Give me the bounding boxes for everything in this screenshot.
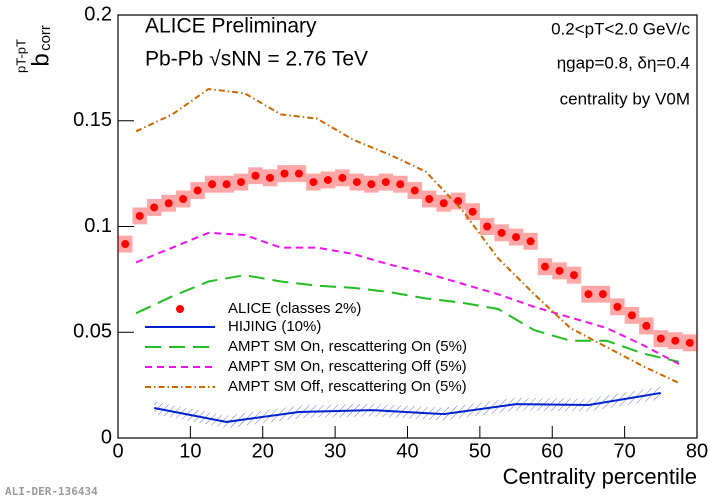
data-point	[439, 199, 448, 208]
legend-label: AMPT SM On, rescattering Off (5%)	[228, 358, 467, 375]
data-point	[396, 180, 405, 189]
legend-label: HIJING (10%)	[228, 318, 321, 335]
x-axis-label: Centrality percentile	[503, 464, 697, 489]
legend-label: AMPT SM On, rescattering On (5%)	[228, 338, 467, 355]
series-line	[135, 87, 680, 384]
x-tick-label: 0	[112, 440, 123, 462]
data-point	[164, 199, 173, 208]
data-point	[251, 171, 260, 180]
data-point	[280, 169, 289, 178]
data-point	[135, 211, 144, 220]
data-point	[526, 237, 535, 246]
data-point	[338, 173, 347, 182]
data-point	[294, 169, 303, 178]
data-point	[541, 262, 550, 271]
x-tick-label: 30	[324, 440, 346, 462]
data-point	[642, 321, 651, 330]
data-point	[497, 228, 506, 237]
data-point	[323, 175, 332, 184]
data-point	[179, 195, 188, 204]
data-point	[483, 222, 492, 231]
data-point	[150, 203, 159, 212]
data-point	[613, 302, 622, 311]
data-point	[584, 290, 593, 299]
x-tick-label: 40	[396, 440, 418, 462]
annotation: ALICE Preliminary	[145, 15, 317, 38]
data-point	[671, 336, 680, 345]
data-point	[627, 311, 636, 320]
y-label-sup: pT-pT	[13, 39, 28, 73]
data-point	[555, 266, 564, 275]
y-axis-label: b corr pT-pT	[13, 25, 54, 73]
data-point	[598, 290, 607, 299]
y-tick-label: 0	[101, 426, 112, 448]
data-point	[656, 334, 665, 343]
x-tick-label: 60	[541, 440, 563, 462]
x-tick-label: 10	[179, 440, 201, 462]
data-point	[237, 178, 246, 187]
legend-label: AMPT SM Off, rescattering On (5%)	[228, 378, 467, 395]
data-point	[309, 178, 318, 187]
data-point	[121, 240, 130, 249]
series-line	[135, 231, 680, 365]
y-tick-label: 0.15	[73, 109, 112, 131]
data-point	[352, 178, 361, 187]
legend-label: ALICE (classes 2%)	[228, 300, 361, 317]
data-point	[193, 186, 202, 195]
data-point	[569, 271, 578, 280]
data-point	[425, 195, 434, 204]
y-tick-label: 0.05	[73, 321, 112, 343]
y-label-sub: corr	[37, 25, 54, 51]
annotation: centrality by V0M	[560, 89, 690, 108]
x-tick-label: 80	[686, 440, 708, 462]
data-point	[381, 178, 390, 187]
data-point	[454, 197, 463, 206]
data-point	[222, 180, 231, 189]
watermark: ALI-DER-136434	[5, 485, 98, 498]
annotation: ηgap=0.8, δη=0.4	[557, 53, 690, 72]
annotation: Pb-Pb √sNN = 2.76 TeV	[145, 48, 368, 71]
y-tick-label: 0.1	[84, 215, 112, 237]
data-point	[685, 338, 694, 347]
y-label-main: b	[27, 53, 54, 66]
x-tick-label: 70	[614, 440, 636, 462]
data-point	[208, 180, 217, 189]
legend-marker	[176, 305, 184, 313]
x-tick-label: 20	[252, 440, 274, 462]
y-tick-label: 0.2	[84, 3, 112, 25]
series-line	[135, 274, 680, 363]
data-point	[367, 180, 376, 189]
annotation: 0.2<pT<2.0 GeV/c	[551, 19, 690, 38]
data-point	[512, 233, 521, 242]
series-line	[153, 391, 661, 423]
x-tick-label: 50	[469, 440, 491, 462]
data-point	[468, 207, 477, 216]
data-point	[410, 186, 419, 195]
data-point	[265, 173, 274, 182]
